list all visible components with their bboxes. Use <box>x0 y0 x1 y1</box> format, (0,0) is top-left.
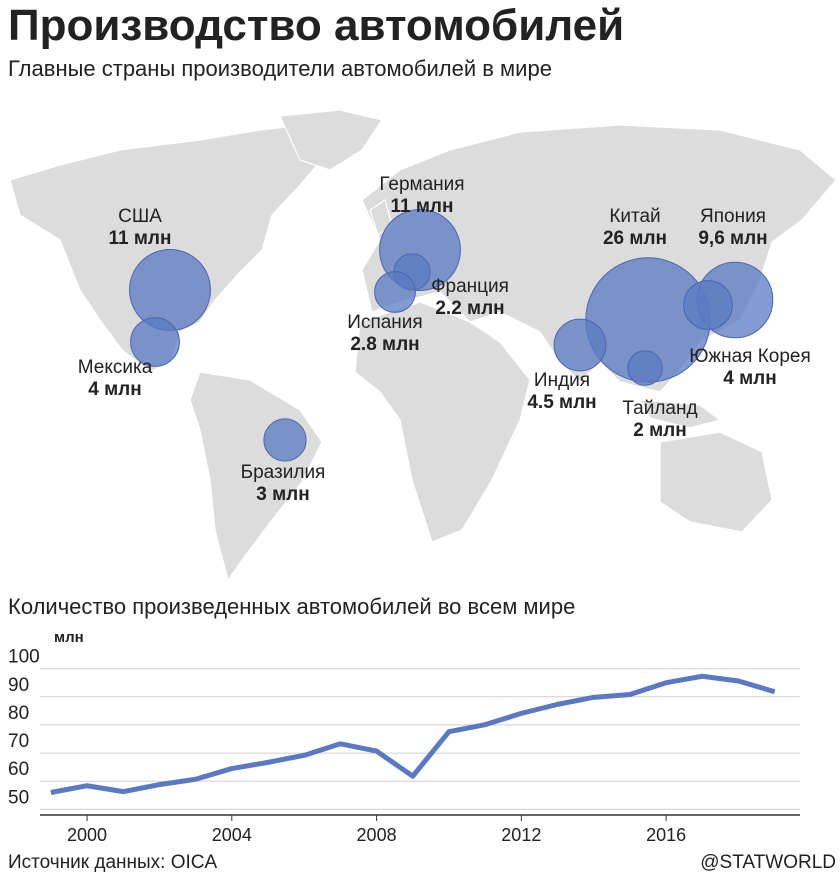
y-tick-label: 80 <box>8 703 29 724</box>
value-label: 2.8 млн <box>350 334 419 355</box>
country-label: Тайланд <box>622 398 697 419</box>
value-label: 2 млн <box>633 420 686 441</box>
country-label: Китай <box>609 206 660 227</box>
value-label: 4 млн <box>88 379 141 400</box>
x-tick-label: 2012 <box>501 825 541 845</box>
land <box>354 301 531 543</box>
country-label: Франция <box>431 276 509 297</box>
y-tick-label: 100 <box>8 647 40 668</box>
bubble <box>553 318 607 372</box>
country-label: США <box>118 206 162 227</box>
value-label: 4 млн <box>723 368 776 389</box>
value-label: 3 млн <box>256 484 309 505</box>
country-label: Бразилия <box>241 462 326 483</box>
x-tick-label: 2016 <box>646 825 686 845</box>
subtitle: Главные страны производители автомобилей… <box>8 56 552 81</box>
country-label: Испания <box>347 312 422 333</box>
value-label: 26 млн <box>603 228 667 249</box>
value-label: 11 млн <box>391 196 454 217</box>
title: Производство автомобилей <box>8 1 624 50</box>
bubbles <box>129 209 774 462</box>
country-label: Япония <box>700 206 766 227</box>
line <box>50 673 776 795</box>
land <box>659 431 773 533</box>
y-tick-label: 50 <box>8 787 29 808</box>
x-tick-label: 2000 <box>67 825 107 845</box>
value-label: 4.5 млн <box>527 392 596 413</box>
country-label: Германия <box>379 174 464 195</box>
value-label: 11 млн <box>109 228 172 249</box>
y-tick-label: 60 <box>8 759 29 780</box>
bubble <box>374 271 416 313</box>
bubble <box>683 280 733 330</box>
value-label: 2.2 млн <box>435 298 504 319</box>
credit: @STATWORLD <box>700 852 836 873</box>
bubble <box>130 317 180 367</box>
bubble <box>627 350 663 386</box>
country-label: Индия <box>534 370 590 391</box>
y-axis-label: млн <box>54 629 84 646</box>
bubble <box>263 418 307 462</box>
country-label: Мексика <box>78 357 153 378</box>
land <box>9 121 331 373</box>
x-tick-label: 2004 <box>212 825 252 845</box>
land <box>638 399 722 429</box>
value-label: 9,6 млн <box>698 228 767 249</box>
y-tick-label: 90 <box>8 675 29 696</box>
country-label: Южная Корея <box>689 346 811 367</box>
x-tick-label: 2008 <box>357 825 397 845</box>
bubble <box>129 249 211 331</box>
line-chart-title: Количество произведенных автомобилей во … <box>8 594 575 619</box>
land <box>279 109 383 171</box>
y-tick-label: 70 <box>8 731 29 752</box>
source: Источник данных: OICA <box>8 852 218 873</box>
